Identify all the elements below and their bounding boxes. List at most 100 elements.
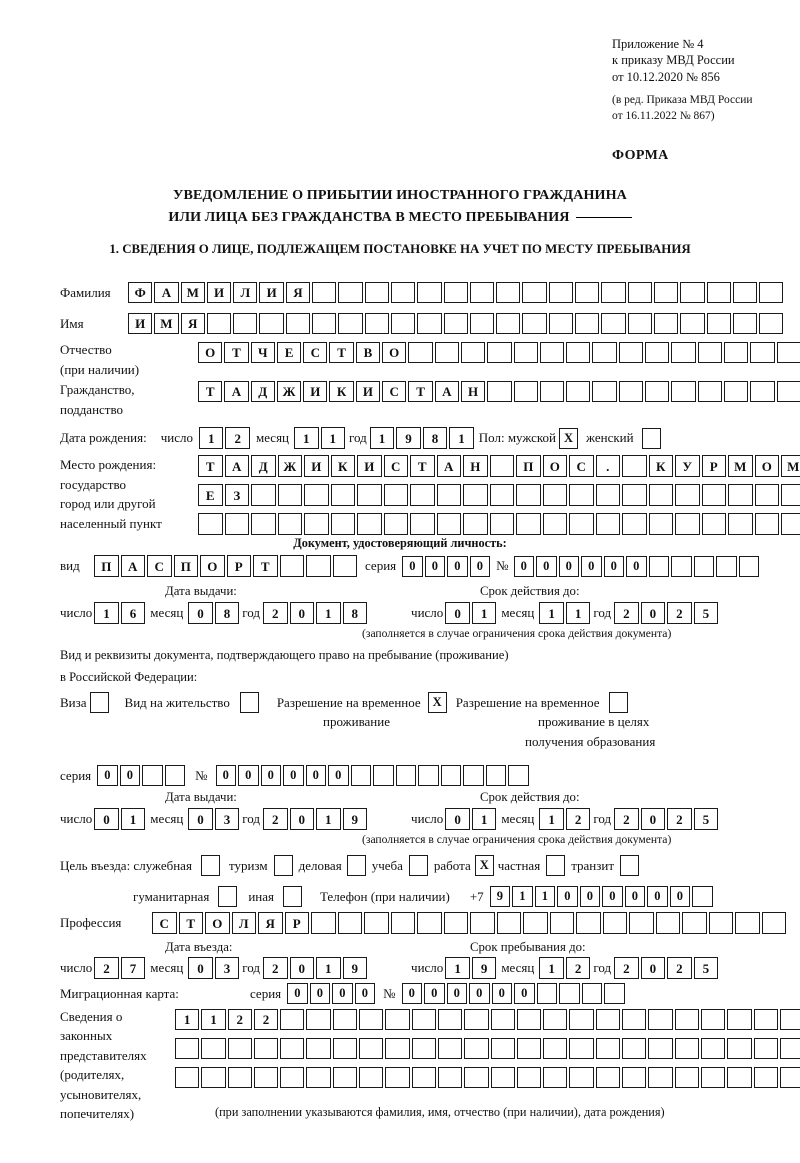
- char-cell[interactable]: [761, 912, 786, 934]
- char-cell[interactable]: [516, 1009, 542, 1030]
- char-cell[interactable]: 2: [667, 957, 692, 979]
- char-cell[interactable]: Р: [226, 555, 251, 577]
- char-cell[interactable]: 2: [263, 808, 288, 830]
- char-cell[interactable]: [332, 1009, 358, 1030]
- char-cell[interactable]: [490, 1067, 515, 1088]
- char-cell[interactable]: [753, 1067, 778, 1088]
- char-cell[interactable]: [592, 381, 617, 402]
- char-cell[interactable]: Т: [198, 381, 223, 402]
- char-cell[interactable]: [697, 342, 722, 363]
- char-cell[interactable]: [653, 313, 679, 334]
- purpose-work-checkbox[interactable]: X: [474, 855, 494, 876]
- char-cell[interactable]: [253, 1067, 279, 1088]
- char-cell[interactable]: [738, 555, 760, 577]
- char-cell[interactable]: [175, 1067, 200, 1088]
- char-cell[interactable]: 0: [640, 808, 666, 830]
- char-cell[interactable]: 0: [328, 765, 349, 786]
- char-cell[interactable]: П: [516, 455, 541, 477]
- char-cell[interactable]: [175, 1038, 200, 1059]
- char-cell[interactable]: В: [355, 342, 381, 363]
- char-cell[interactable]: [516, 1067, 542, 1088]
- char-cell[interactable]: С: [569, 455, 594, 477]
- char-cell[interactable]: [776, 381, 800, 402]
- char-cell[interactable]: 1: [316, 602, 341, 624]
- char-cell[interactable]: О: [754, 455, 779, 477]
- char-cell[interactable]: [759, 282, 784, 303]
- char-cell[interactable]: 0: [602, 886, 623, 907]
- char-cell[interactable]: [727, 1067, 752, 1088]
- edu-residence-checkbox[interactable]: [608, 692, 628, 713]
- char-cell[interactable]: П: [94, 555, 119, 577]
- char-cell[interactable]: [227, 1067, 252, 1088]
- char-cell[interactable]: [622, 1009, 647, 1030]
- char-cell[interactable]: 2: [263, 957, 288, 979]
- char-cell[interactable]: [259, 313, 284, 334]
- char-cell[interactable]: [359, 1067, 384, 1088]
- char-cell[interactable]: [595, 1067, 621, 1088]
- char-cell[interactable]: [280, 1038, 305, 1059]
- char-cell[interactable]: [485, 765, 507, 786]
- char-cell[interactable]: [304, 484, 329, 506]
- char-cell[interactable]: [277, 513, 302, 535]
- char-cell[interactable]: Я: [180, 313, 205, 334]
- char-cell[interactable]: [682, 912, 707, 934]
- char-cell[interactable]: [781, 513, 800, 535]
- char-cell[interactable]: [383, 513, 408, 535]
- char-cell[interactable]: 2: [667, 808, 692, 830]
- char-cell[interactable]: [463, 484, 488, 506]
- char-cell[interactable]: [618, 381, 644, 402]
- char-cell[interactable]: О: [382, 342, 407, 363]
- char-cell[interactable]: [622, 1067, 647, 1088]
- char-cell[interactable]: О: [200, 555, 225, 577]
- char-cell[interactable]: [364, 912, 389, 934]
- char-cell[interactable]: [312, 282, 337, 303]
- char-cell[interactable]: [330, 484, 355, 506]
- char-cell[interactable]: [674, 1009, 699, 1030]
- char-cell[interactable]: [306, 555, 331, 577]
- char-cell[interactable]: С: [382, 381, 407, 402]
- temp-residence-checkbox[interactable]: X: [427, 692, 447, 713]
- char-cell[interactable]: [627, 313, 652, 334]
- char-cell[interactable]: 0: [354, 983, 376, 1004]
- char-cell[interactable]: 1: [565, 602, 591, 624]
- char-cell[interactable]: [735, 912, 760, 934]
- char-cell[interactable]: 0: [603, 555, 625, 577]
- char-cell[interactable]: [581, 983, 603, 1004]
- char-cell[interactable]: Л: [233, 282, 258, 303]
- char-cell[interactable]: [390, 313, 416, 334]
- char-cell[interactable]: [693, 555, 715, 577]
- char-cell[interactable]: [490, 1009, 515, 1030]
- char-cell[interactable]: И: [128, 313, 153, 334]
- char-cell[interactable]: 3: [214, 808, 240, 830]
- char-cell[interactable]: [338, 282, 363, 303]
- char-cell[interactable]: [674, 1038, 699, 1059]
- char-cell[interactable]: Е: [276, 342, 302, 363]
- char-cell[interactable]: М: [728, 455, 753, 477]
- char-cell[interactable]: [697, 381, 722, 402]
- char-cell[interactable]: [516, 484, 541, 506]
- char-cell[interactable]: [306, 1009, 331, 1030]
- char-cell[interactable]: [464, 1067, 489, 1088]
- char-cell[interactable]: [595, 513, 620, 535]
- char-cell[interactable]: 0: [424, 555, 446, 577]
- char-cell[interactable]: [469, 313, 495, 334]
- char-cell[interactable]: 0: [97, 765, 118, 786]
- char-cell[interactable]: 0: [289, 602, 315, 624]
- char-cell[interactable]: [708, 912, 733, 934]
- char-cell[interactable]: [728, 484, 753, 506]
- char-cell[interactable]: 0: [215, 765, 237, 786]
- char-cell[interactable]: 1: [175, 1009, 200, 1030]
- char-cell[interactable]: [434, 342, 459, 363]
- char-cell[interactable]: 0: [491, 983, 513, 1004]
- char-cell[interactable]: [592, 342, 617, 363]
- char-cell[interactable]: [648, 484, 673, 506]
- char-cell[interactable]: [750, 342, 775, 363]
- char-cell[interactable]: [522, 313, 547, 334]
- char-cell[interactable]: [706, 313, 731, 334]
